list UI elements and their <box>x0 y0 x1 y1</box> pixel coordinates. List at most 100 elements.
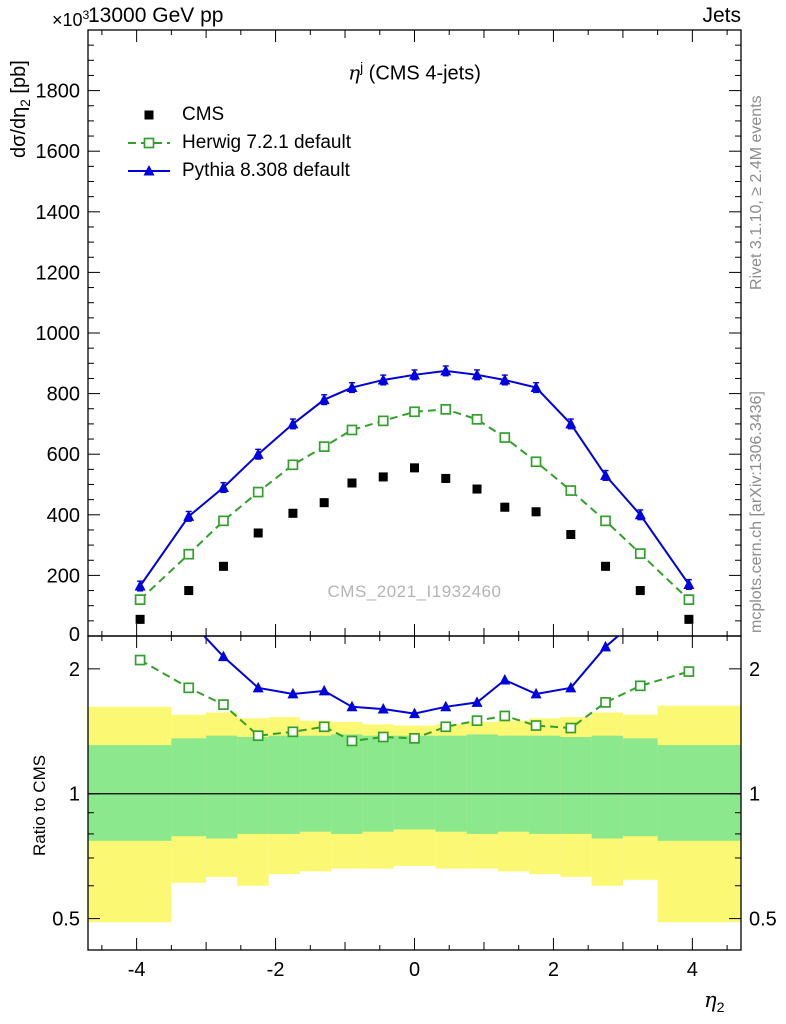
main-y-tick-label: 800 <box>47 384 80 406</box>
herwig-ratio-marker <box>530 720 542 731</box>
mcplots-reference-note: mcplots.cern.ch [arXiv:1306.3436] <box>748 391 765 633</box>
pythia-marker <box>217 481 229 493</box>
herwig-ratio-marker <box>218 699 229 710</box>
cms-marker <box>135 614 145 624</box>
y-axis-scale-factor: ×103 <box>52 8 89 31</box>
ratio-y-tick-label-right: 2 <box>749 659 760 681</box>
pythia-ratio-marker <box>530 687 542 699</box>
pythia-ratio-marker <box>183 614 194 625</box>
legend-marker-glyph <box>144 110 154 120</box>
green-uncertainty-band <box>435 735 467 832</box>
pythia-ratio-marker <box>565 681 577 693</box>
green-uncertainty-band <box>171 738 207 837</box>
main-y-tick-label: 1600 <box>36 141 81 163</box>
herwig-marker <box>600 515 611 527</box>
cms-marker <box>410 463 419 473</box>
pythia-ratio-marker <box>471 696 483 707</box>
green-uncertainty-band <box>88 745 172 841</box>
herwig-ratio-marker <box>134 654 146 666</box>
main-y-tick-label: 1400 <box>36 202 81 224</box>
legend-marker-glyph <box>143 137 155 149</box>
pythia-marker <box>252 448 264 459</box>
ratio-y-tick-label-right: 0.5 <box>749 909 777 931</box>
herwig-marker <box>471 414 483 425</box>
green-uncertainty-band <box>466 734 498 834</box>
herwig-ratio-marker <box>634 680 646 692</box>
ratio-series-layer <box>134 614 695 747</box>
pythia-marker <box>183 510 195 521</box>
green-uncertainty-band <box>362 735 394 832</box>
green-uncertainty-band <box>657 745 741 841</box>
herwig-ratio-marker <box>183 682 195 694</box>
herwig-marker <box>134 594 146 605</box>
cms-marker <box>472 484 482 494</box>
pythia-marker <box>346 381 358 393</box>
pythia-ratio-marker <box>409 707 420 719</box>
herwig-line <box>139 408 690 601</box>
main-y-tick-label: 0 <box>69 624 80 646</box>
herwig-ratio-marker <box>346 735 358 747</box>
pythia-ratio-marker <box>346 700 358 712</box>
pythia-ratio-marker <box>600 640 612 652</box>
main-y-tick-label: 600 <box>47 444 80 466</box>
plot-title-superscript: j <box>360 60 364 75</box>
herwig-ratio-marker <box>499 710 511 722</box>
pythia-marker <box>409 368 420 380</box>
cms-marker <box>601 561 611 571</box>
main-y-tick-label: 1000 <box>36 323 81 345</box>
scale-exponent: 3 <box>82 8 90 22</box>
pythia-marker <box>530 381 542 393</box>
herwig-marker <box>409 406 420 418</box>
plot-title-symbol: η <box>348 60 361 85</box>
pythia-marker <box>377 373 389 385</box>
ratio-y-tick-label: 2 <box>69 659 80 681</box>
pythia-ratio-line <box>202 636 620 715</box>
herwig-marker <box>318 441 330 452</box>
herwig-ratio-marker <box>440 721 452 733</box>
scale-mantissa: ×10 <box>52 10 83 30</box>
main-series-layer <box>134 364 695 624</box>
green-uncertainty-band <box>393 735 436 830</box>
herwig-marker <box>183 548 195 560</box>
x-axis-title: η2 <box>704 988 725 1016</box>
cms-legend-marker-svg <box>144 110 154 120</box>
ratio-axis-title: Ratio to CMS <box>30 754 49 856</box>
x-tick-label: -4 <box>128 959 146 981</box>
herwig-marker <box>440 404 452 415</box>
pythia-marker <box>440 364 452 376</box>
ratio-y-tick-label: 1 <box>69 784 80 806</box>
cms-marker <box>347 478 357 488</box>
y-axis-title-subscript: 2 <box>18 99 33 107</box>
herwig-marker <box>252 486 264 498</box>
green-uncertainty-band <box>497 735 530 832</box>
green-uncertainty-band <box>560 737 592 834</box>
cms-marker <box>378 472 388 482</box>
pythia-marker <box>318 393 330 405</box>
herwig-marker <box>565 485 577 496</box>
rivet-version-note: Rivet 3.1.10, ≥ 2.4M events <box>748 95 765 290</box>
herwig-marker <box>499 432 511 443</box>
main-y-tick-label: 1800 <box>36 81 81 103</box>
green-uncertainty-band <box>591 735 623 839</box>
green-uncertainty-band <box>237 737 269 834</box>
pythia-marker-icon <box>126 162 172 180</box>
herwig-ratio-marker <box>377 731 389 743</box>
cms-marker-icon <box>126 106 172 124</box>
main-y-tick-label: 400 <box>47 505 80 527</box>
herwig-marker-icon <box>126 134 172 152</box>
x-axis-title-subscript: 2 <box>716 1000 725 1017</box>
y-axis-title-unit: [pb] <box>8 60 30 100</box>
pythia-marker <box>634 508 646 520</box>
pythia-marker <box>287 417 299 429</box>
green-uncertainty-band <box>206 735 238 839</box>
herwig-ratio-marker <box>409 732 420 744</box>
cms-marker <box>531 507 541 517</box>
herwig-legend-marker-svg <box>128 137 170 149</box>
herwig-ratio-marker <box>252 730 264 742</box>
plot-title-suffix: (CMS 4-jets) <box>363 62 481 85</box>
herwig-marker <box>218 515 229 527</box>
pythia-ratio-marker <box>499 673 511 685</box>
pythia-marker <box>471 368 483 380</box>
